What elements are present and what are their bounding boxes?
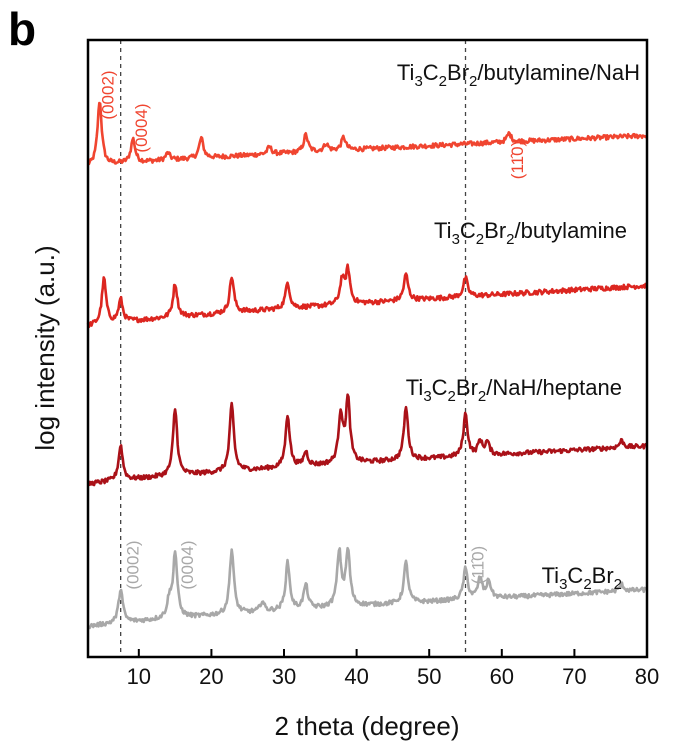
panel-letter: b [8,3,37,55]
series-label: Ti3C2Br2/NaH/heptane [406,375,622,405]
y-axis-title: log intensity (a.u.) [30,245,60,450]
x-tick-label: 30 [272,664,296,689]
series-label: Ti3C2Br2 [542,563,622,593]
series-line [86,263,648,329]
series-line [87,101,648,166]
x-axis-title: 2 theta (degree) [274,711,459,741]
peak-index-label: (0002) [99,70,118,119]
plot-frame [86,38,649,659]
peak-index-label: (11̂0) [469,546,488,584]
x-tick-label: 70 [562,664,586,689]
series-line [87,393,648,487]
x-tick-label: 50 [417,664,441,689]
series-line [87,546,648,630]
peak-index-label: (0004) [132,103,151,152]
peak-index-label: (11̂0) [508,141,527,179]
peak-index-label: (0002) [124,540,143,589]
series-label: Ti3C2Br2/butylamine [434,218,627,248]
plot-area: Ti3C2Br2/butylamine/NaH (0002) (0004) (11̂0… [86,40,648,657]
x-tick-label: 10 [127,664,151,689]
x-tick-label: 20 [199,664,223,689]
x-tick-label: 80 [635,664,659,689]
x-axis: 10 20 30 40 50 60 70 80 [127,649,659,689]
x-tick-label: 60 [490,664,514,689]
series-label: Ti3C2Br2/butylamine/NaH [397,60,640,90]
peak-index-label: (0004) [178,540,197,589]
x-tick-label: 40 [344,664,368,689]
